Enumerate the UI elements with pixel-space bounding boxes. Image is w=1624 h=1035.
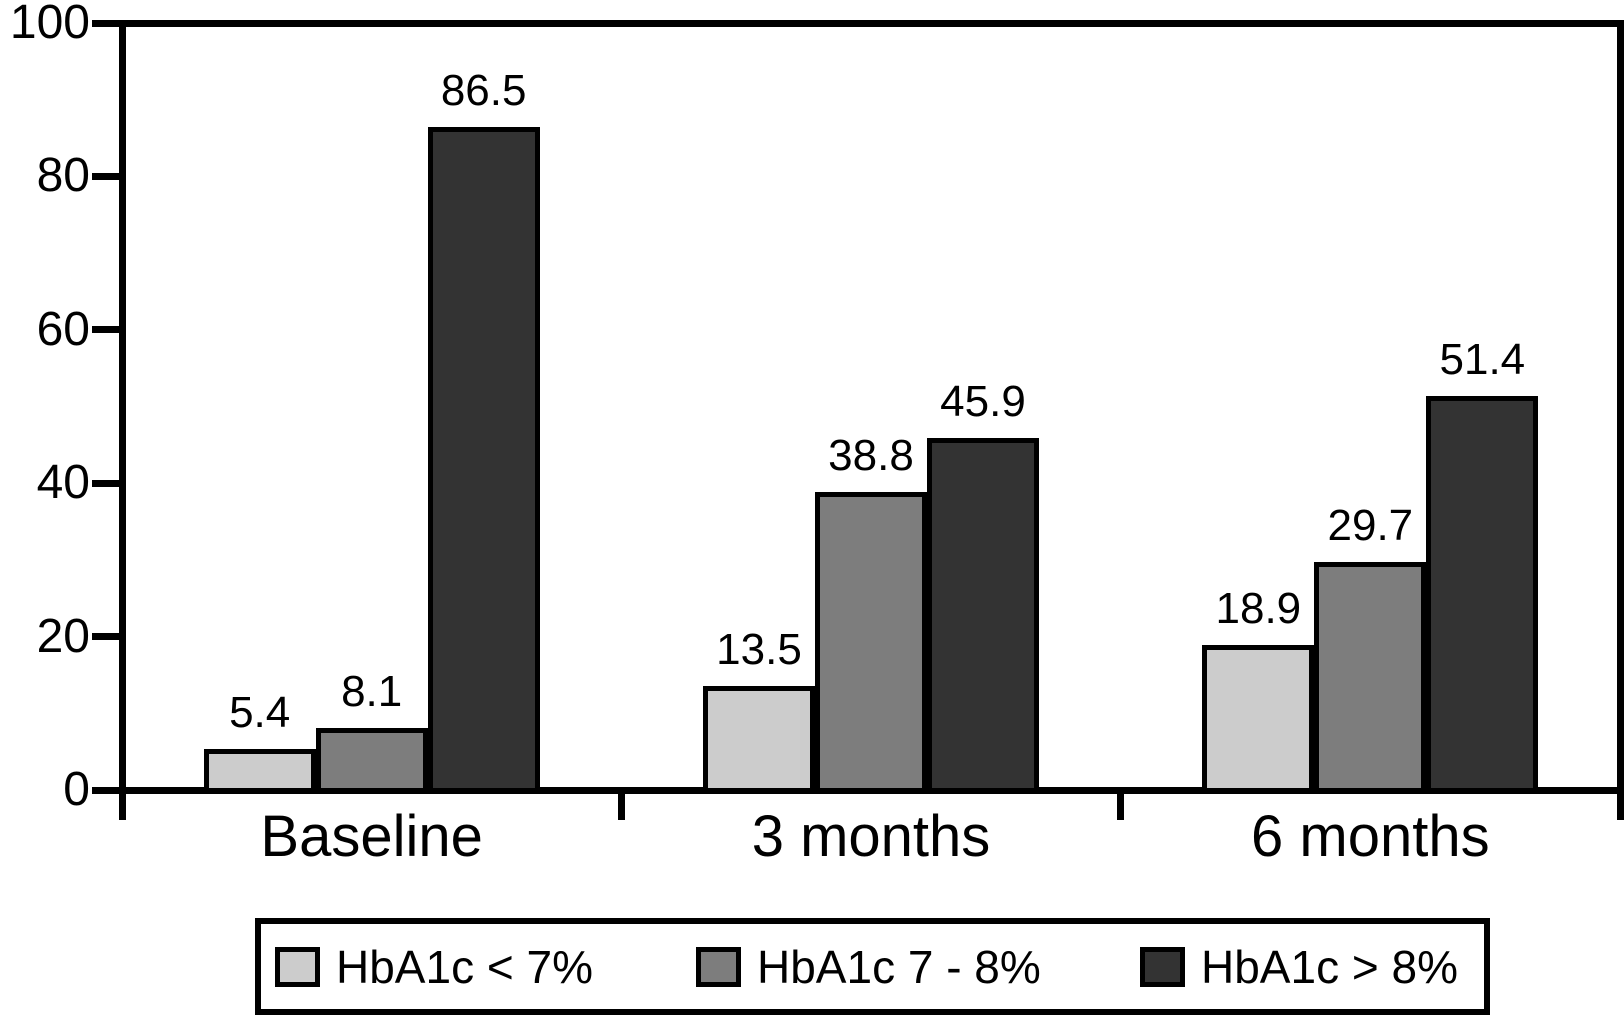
y-tick-label: 0 xyxy=(63,763,90,816)
bar-value-label: 18.9 xyxy=(1215,584,1302,634)
category-label: 6 months xyxy=(1251,804,1490,869)
x-tick xyxy=(1117,790,1125,820)
y-tick-label: 40 xyxy=(36,456,90,510)
bar xyxy=(203,748,316,794)
bar xyxy=(1314,562,1427,794)
bar-value-label: 51.4 xyxy=(1439,334,1526,384)
bar-value-label: 86.5 xyxy=(440,65,527,115)
y-tick-label: 80 xyxy=(36,149,90,203)
legend-item: HbA1c < 7% xyxy=(275,924,593,1009)
y-tick xyxy=(91,633,126,641)
bar-value-label: 45.9 xyxy=(940,376,1026,426)
legend-label: HbA1c > 8% xyxy=(1201,940,1458,993)
y-axis-line xyxy=(118,19,126,820)
legend-item: HbA1c > 8% xyxy=(1140,924,1458,1009)
bar xyxy=(427,126,540,794)
legend-item: HbA1c 7 - 8% xyxy=(696,924,1041,1009)
bar xyxy=(703,686,815,794)
y-tick xyxy=(91,19,126,27)
bar-value-label: 29.7 xyxy=(1327,501,1414,551)
legend-swatch xyxy=(275,946,320,987)
y-tick xyxy=(91,479,126,487)
bar xyxy=(315,727,428,794)
y-tick-label: 60 xyxy=(36,302,90,356)
legend-label: HbA1c 7 - 8% xyxy=(757,940,1041,993)
plot-right-border xyxy=(1616,19,1624,820)
bar xyxy=(927,437,1039,794)
bar-value-label: 38.8 xyxy=(828,431,914,481)
plot-top-border xyxy=(118,19,1624,27)
y-tick xyxy=(91,172,126,180)
y-tick xyxy=(91,326,126,334)
bar-value-label: 8.1 xyxy=(341,666,403,716)
legend-label: HbA1c < 7% xyxy=(336,940,593,993)
y-tick-label: 100 xyxy=(9,0,90,49)
legend: HbA1c < 7% HbA1c 7 - 8% HbA1c > 8% xyxy=(255,918,1490,1015)
y-tick-label: 20 xyxy=(36,609,90,663)
category-label: Baseline xyxy=(260,804,483,869)
legend-swatch xyxy=(696,946,741,987)
bar-value-label: 13.5 xyxy=(716,625,802,675)
x-tick xyxy=(617,790,625,820)
legend-swatch xyxy=(1140,946,1185,987)
bar xyxy=(1426,395,1539,794)
category-label: 3 months xyxy=(751,804,991,869)
bar-value-label: 5.4 xyxy=(229,687,291,737)
bar xyxy=(815,492,927,794)
bar xyxy=(1202,645,1315,794)
